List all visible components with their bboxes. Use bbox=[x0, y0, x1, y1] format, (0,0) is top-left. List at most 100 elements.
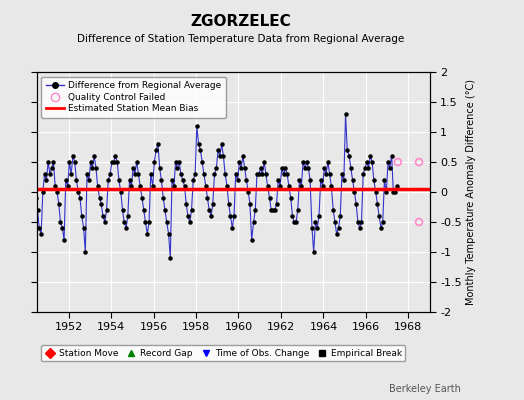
Point bbox=[285, 183, 293, 189]
Point bbox=[143, 231, 151, 237]
Point bbox=[80, 225, 88, 231]
Point bbox=[369, 177, 378, 183]
Point bbox=[264, 183, 272, 189]
Point bbox=[378, 219, 387, 225]
Point bbox=[93, 183, 102, 189]
Point bbox=[415, 219, 423, 225]
Point bbox=[255, 171, 263, 177]
Point bbox=[313, 225, 322, 231]
Point bbox=[162, 219, 171, 225]
Point bbox=[308, 225, 316, 231]
Point bbox=[235, 159, 244, 165]
Point bbox=[90, 153, 99, 159]
Point bbox=[106, 171, 114, 177]
Point bbox=[361, 165, 369, 171]
Point bbox=[101, 219, 109, 225]
Point bbox=[127, 183, 136, 189]
Point bbox=[207, 213, 215, 219]
Point bbox=[217, 141, 226, 147]
Point bbox=[152, 147, 160, 153]
Point bbox=[58, 225, 67, 231]
Legend: Difference from Regional Average, Quality Control Failed, Estimated Station Mean: Difference from Regional Average, Qualit… bbox=[41, 76, 226, 118]
Point bbox=[350, 189, 358, 195]
Point bbox=[310, 249, 318, 255]
Point bbox=[249, 219, 258, 225]
Point bbox=[210, 171, 219, 177]
Point bbox=[42, 177, 51, 183]
Point bbox=[223, 183, 231, 189]
Point bbox=[147, 171, 155, 177]
Point bbox=[148, 183, 157, 189]
Point bbox=[221, 171, 230, 177]
Point bbox=[99, 213, 107, 219]
Point bbox=[189, 177, 198, 183]
Point bbox=[118, 207, 127, 213]
Point bbox=[276, 183, 285, 189]
Point bbox=[48, 165, 56, 171]
Point bbox=[200, 171, 208, 177]
Point bbox=[177, 171, 185, 177]
Point bbox=[228, 225, 236, 231]
Point bbox=[356, 225, 364, 231]
Point bbox=[256, 165, 265, 171]
Point bbox=[393, 183, 401, 189]
Point bbox=[394, 159, 402, 165]
Point bbox=[110, 159, 118, 165]
Point bbox=[196, 147, 205, 153]
Point bbox=[97, 201, 105, 207]
Point bbox=[203, 195, 212, 201]
Point bbox=[67, 171, 75, 177]
Point bbox=[329, 207, 337, 213]
Point bbox=[283, 171, 291, 177]
Point bbox=[278, 165, 286, 171]
Point bbox=[299, 159, 307, 165]
Point bbox=[60, 237, 68, 243]
Point bbox=[171, 159, 180, 165]
Point bbox=[65, 159, 73, 165]
Point bbox=[373, 201, 381, 207]
Point bbox=[352, 201, 361, 207]
Point bbox=[311, 219, 320, 225]
Point bbox=[26, 165, 35, 171]
Point bbox=[209, 201, 217, 207]
Point bbox=[324, 159, 332, 165]
Point bbox=[122, 225, 130, 231]
Text: Difference of Station Temperature Data from Regional Average: Difference of Station Temperature Data f… bbox=[78, 34, 405, 44]
Point bbox=[343, 147, 352, 153]
Point bbox=[239, 153, 247, 159]
Point bbox=[72, 177, 81, 183]
Point bbox=[364, 165, 373, 171]
Point bbox=[272, 201, 281, 207]
Point bbox=[104, 177, 113, 183]
Point bbox=[246, 201, 254, 207]
Point bbox=[113, 159, 122, 165]
Point bbox=[334, 225, 343, 231]
Point bbox=[347, 165, 355, 171]
Point bbox=[28, 159, 36, 165]
Point bbox=[170, 183, 178, 189]
Point bbox=[34, 207, 42, 213]
Point bbox=[150, 159, 159, 165]
Point bbox=[380, 177, 389, 183]
Point bbox=[180, 183, 189, 189]
Point bbox=[247, 237, 256, 243]
Point bbox=[184, 213, 192, 219]
Point bbox=[74, 189, 82, 195]
Point bbox=[287, 195, 295, 201]
Point bbox=[290, 219, 298, 225]
Point bbox=[25, 201, 33, 207]
Point bbox=[391, 189, 399, 195]
Point bbox=[241, 165, 249, 171]
Point bbox=[269, 207, 277, 213]
Point bbox=[157, 177, 166, 183]
Point bbox=[134, 171, 143, 177]
Point bbox=[35, 225, 43, 231]
Point bbox=[368, 159, 376, 165]
Point bbox=[386, 165, 394, 171]
Point bbox=[382, 189, 390, 195]
Point bbox=[363, 159, 371, 165]
Point bbox=[53, 189, 61, 195]
Point bbox=[302, 159, 311, 165]
Point bbox=[193, 123, 201, 129]
Point bbox=[415, 159, 423, 165]
